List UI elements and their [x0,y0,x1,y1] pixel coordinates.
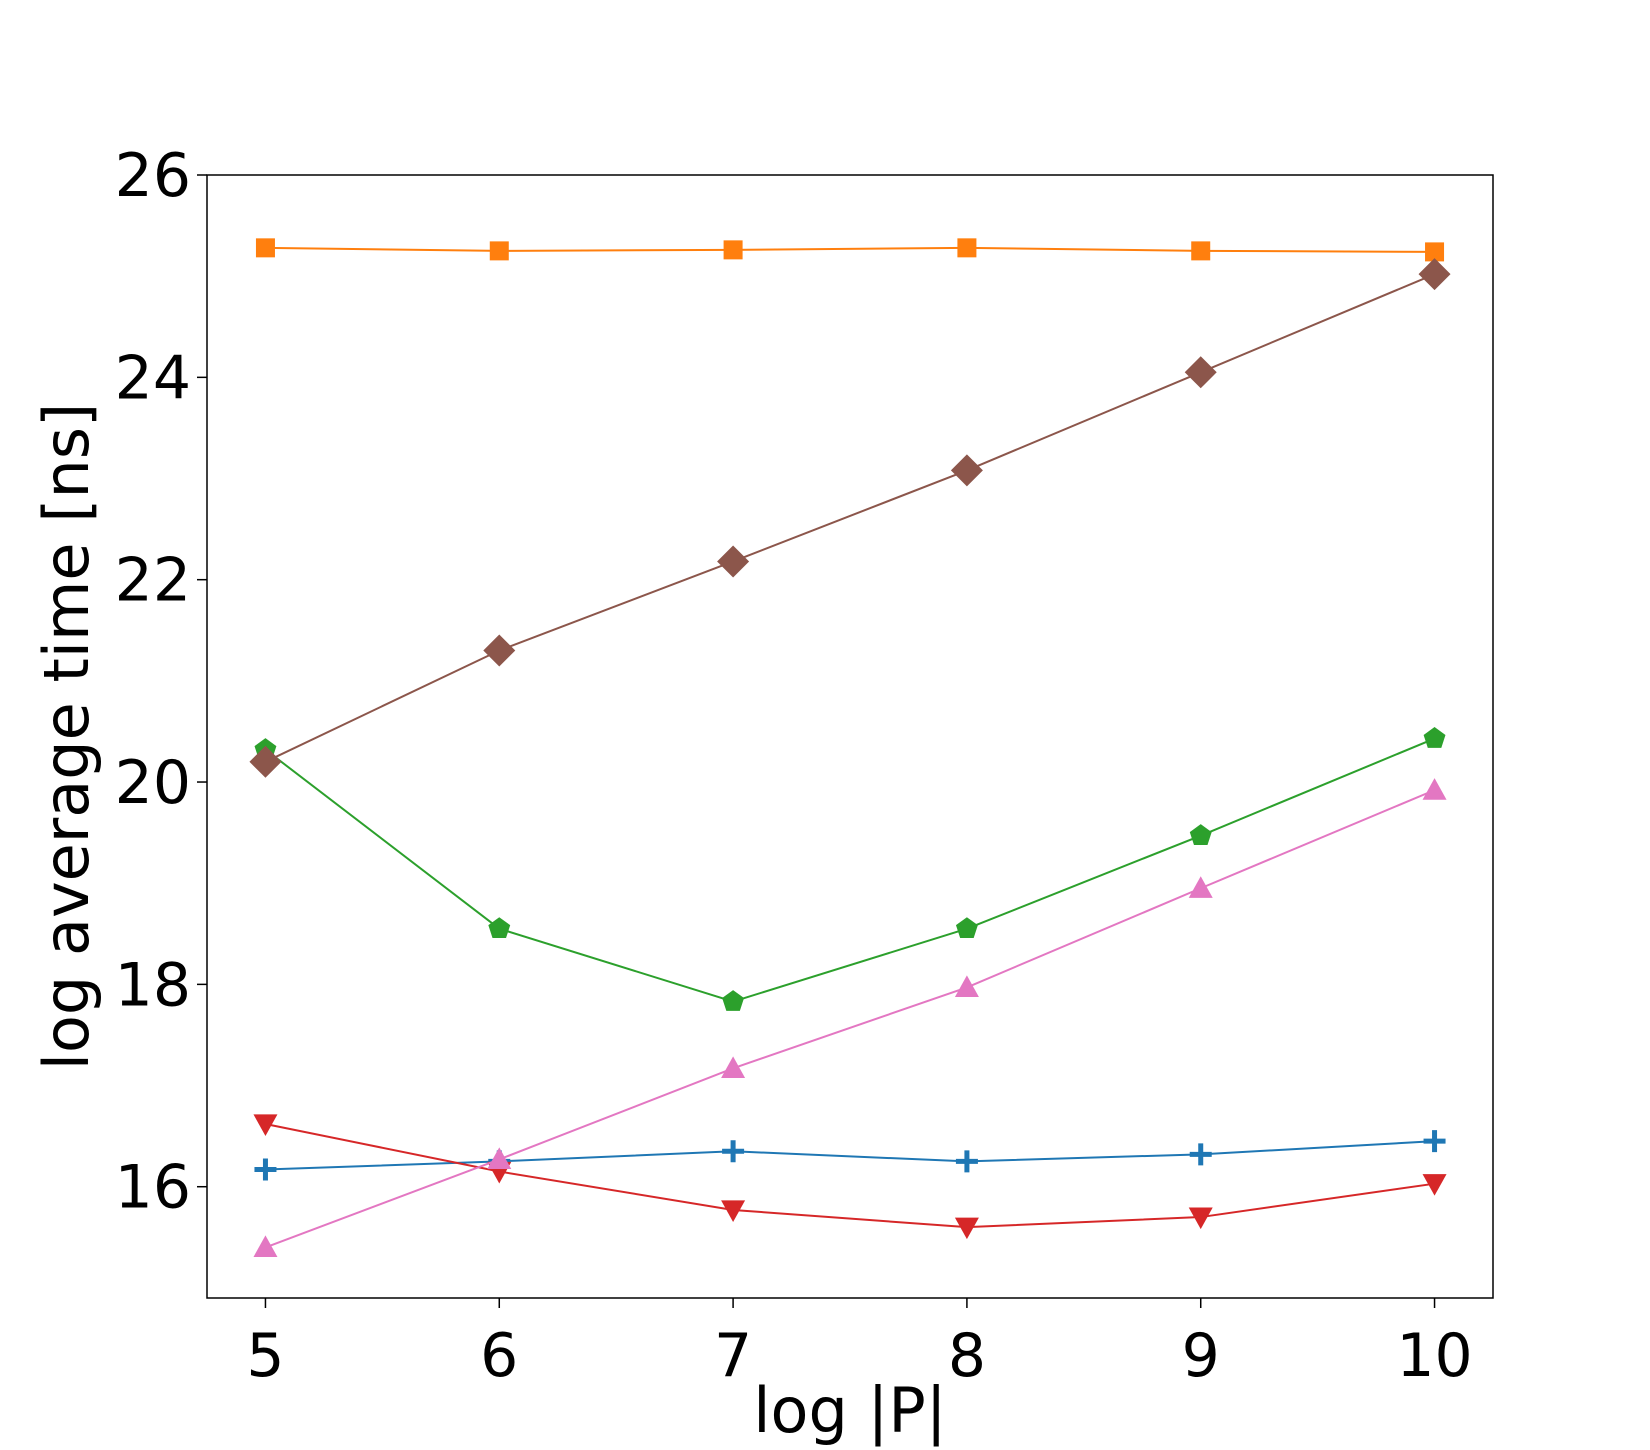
x-tick-label: 8 [948,1321,986,1391]
data-point [954,1217,979,1240]
data-point [721,1056,746,1078]
x-axis: 5 6 7 8 9 10 [246,1298,1473,1391]
data-point [1423,1130,1446,1153]
series-line [265,789,1435,1249]
data-point [1189,824,1212,845]
series-line [264,737,1435,1003]
data-point [717,545,750,578]
series-4 [249,258,1451,778]
plot-marks [249,238,1451,1258]
data-point [955,1150,978,1173]
data-point [483,634,516,667]
data-point [722,990,745,1011]
data-point [957,238,977,258]
series-2 [254,727,1446,1011]
y-tick-label: 26 [115,141,191,211]
series-line [265,246,1435,253]
x-tick-label: 6 [480,1321,518,1391]
data-point [1189,1143,1212,1166]
data-point [1425,242,1445,262]
y-tick-label: 22 [115,546,191,616]
data-point [954,975,979,998]
data-point [1191,241,1211,261]
data-point [255,238,275,258]
y-axis-label: log average time [ns] [30,403,103,1071]
y-tick-label: 16 [115,1153,191,1223]
x-tick-label: 5 [246,1321,284,1391]
x-tick-label: 10 [1396,1321,1472,1391]
y-tick-label: 18 [115,950,191,1020]
data-point [253,1114,278,1136]
plot-frame [206,174,1494,1299]
data-point [253,1235,278,1258]
series-1 [255,238,1445,262]
data-point [950,454,983,487]
y-axis: 16 18 20 22 24 26 [115,141,207,1223]
data-point [1188,1207,1213,1230]
data-point [1418,258,1451,291]
series-3 [253,1114,1447,1240]
series-line [265,273,1435,763]
series-0 [254,1130,1446,1181]
data-point [721,1200,746,1222]
data-point [1422,1174,1447,1196]
data-point [487,1147,512,1169]
data-point [723,240,743,260]
data-point [1188,876,1213,898]
data-point [1422,778,1447,800]
x-tick-label: 7 [714,1321,752,1391]
data-point [249,745,282,778]
y-tick-label: 20 [115,748,191,818]
data-point [955,917,978,939]
data-point [722,1140,745,1163]
series-line [265,1140,1435,1171]
data-point [1184,356,1217,389]
data-point [254,1158,277,1181]
data-point [488,917,511,939]
x-tick-label: 9 [1182,1321,1220,1391]
data-point [489,241,509,261]
series-5 [253,778,1447,1258]
data-point [1423,727,1446,748]
series-line [265,1123,1435,1229]
x-axis-label: log |P| [753,1374,946,1448]
y-tick-label: 24 [115,343,191,413]
